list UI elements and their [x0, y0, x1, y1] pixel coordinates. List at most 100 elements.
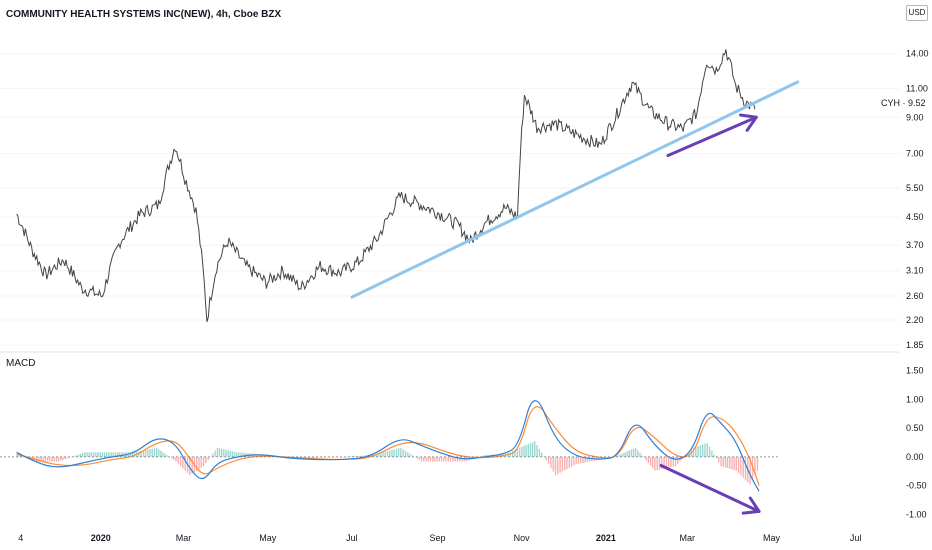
histogram-bar [345, 456, 348, 458]
histogram-bar [44, 456, 47, 462]
histogram-bar [737, 456, 740, 473]
histogram-bar [101, 452, 104, 457]
histogram-bar [423, 456, 425, 462]
histogram-bar [320, 456, 322, 458]
histogram-bar [754, 456, 756, 476]
histogram-bar [564, 456, 566, 471]
macd-title: MACD [6, 358, 35, 369]
macd-arrow-head [741, 496, 761, 515]
histogram-bar [153, 448, 156, 457]
macd-arrow[interactable] [659, 463, 761, 515]
histogram-bar [356, 456, 358, 457]
histogram-bar [639, 452, 641, 457]
histogram-bar [561, 456, 564, 472]
price-series [16, 49, 756, 323]
histogram-bar [191, 456, 193, 474]
histogram-bar [447, 456, 449, 462]
histogram-bar [559, 456, 561, 473]
histogram-bar [209, 456, 212, 458]
histogram-bar [318, 456, 320, 458]
histogram-bar [149, 449, 151, 457]
price-tick-label: 9.00 [906, 112, 924, 122]
histogram-bar [236, 452, 238, 457]
histogram-bar [729, 456, 731, 469]
macd-line [16, 400, 760, 492]
currency-badge[interactable]: USD [906, 5, 928, 21]
histogram-bar [216, 447, 219, 457]
histogram-bar [18, 454, 21, 457]
histogram-bar [677, 456, 679, 464]
histogram-bar [138, 451, 140, 457]
price-tick-label: 11.00 [906, 83, 928, 93]
histogram-bar [649, 456, 652, 466]
histogram-bar [110, 452, 112, 457]
histogram-bar [131, 452, 134, 457]
histogram-bar [151, 448, 153, 457]
price-axis: 14.00 11.00 9.00 7.00 5.50 4.50 3.70 3.10 2.60 2.… [906, 49, 929, 350]
histogram-bar [699, 445, 702, 457]
histogram-bar [674, 456, 677, 467]
histogram-bar [223, 449, 225, 457]
macd-pane: 1.50 1.00 0.50 0.00 -0.50 -1.00 MACD [0, 358, 927, 519]
histogram-bar [620, 454, 622, 457]
histogram-bar [129, 452, 131, 457]
price-tick-label: 2.60 [906, 291, 924, 301]
histogram-bar [198, 456, 200, 470]
histogram-bar [740, 456, 742, 476]
histogram-bar [364, 455, 367, 457]
histogram-bar [577, 456, 580, 464]
histogram-bar [49, 456, 51, 462]
macd-tick-label: 0.00 [906, 452, 924, 462]
macd-tick-label: 1.50 [906, 366, 924, 376]
histogram-bar [386, 451, 389, 457]
histogram-bar [443, 456, 445, 462]
histogram-bar [166, 455, 169, 457]
histogram-bar [160, 450, 162, 457]
histogram-bar [663, 456, 665, 469]
histogram-bar [550, 456, 552, 468]
histogram-bar [335, 456, 337, 458]
histogram-bar [42, 456, 44, 462]
histogram-bar [116, 452, 119, 457]
macd-tick-label: -1.00 [906, 509, 927, 519]
histogram-bar [177, 456, 179, 464]
histogram-bar [182, 456, 184, 469]
histogram-bar [632, 448, 635, 457]
price-tick-label: 3.70 [906, 240, 924, 250]
histogram-bar [322, 456, 324, 458]
histogram-bar [88, 452, 90, 457]
histogram-bar [545, 456, 547, 461]
histogram-bar [313, 456, 316, 458]
price-tick-label: 3.10 [906, 266, 924, 276]
histogram-bar [628, 450, 630, 457]
histogram-bar [62, 456, 64, 460]
histogram-bar [242, 452, 244, 457]
histogram-bar [75, 455, 77, 457]
histogram-bar [582, 456, 584, 463]
histogram-bar [713, 454, 715, 457]
histogram-bar [652, 456, 654, 469]
histogram-bar [512, 450, 514, 457]
histogram-bar [189, 456, 191, 476]
time-tick-label: 2021 [596, 533, 616, 543]
histogram-bar [377, 453, 380, 457]
histogram-bar [695, 446, 697, 457]
histogram-bar [436, 456, 438, 462]
histogram-bar [40, 456, 42, 462]
histogram-bar [92, 452, 95, 457]
time-tick-label: Sep [429, 533, 445, 543]
histogram-bar [233, 451, 236, 457]
price-arrow[interactable] [666, 113, 758, 158]
price-tick-label: 7.00 [906, 148, 924, 158]
time-tick-label: 2020 [91, 533, 111, 543]
histogram-bar [744, 456, 747, 480]
histogram-bar [484, 455, 486, 457]
trendline[interactable] [350, 80, 800, 299]
histogram-bar [84, 452, 86, 457]
histogram-bar [16, 454, 18, 457]
histogram-bar [656, 456, 658, 471]
histogram-bar [173, 456, 175, 460]
histogram-bar [307, 456, 309, 459]
histogram-bar [97, 452, 99, 457]
histogram-bar [708, 446, 711, 457]
